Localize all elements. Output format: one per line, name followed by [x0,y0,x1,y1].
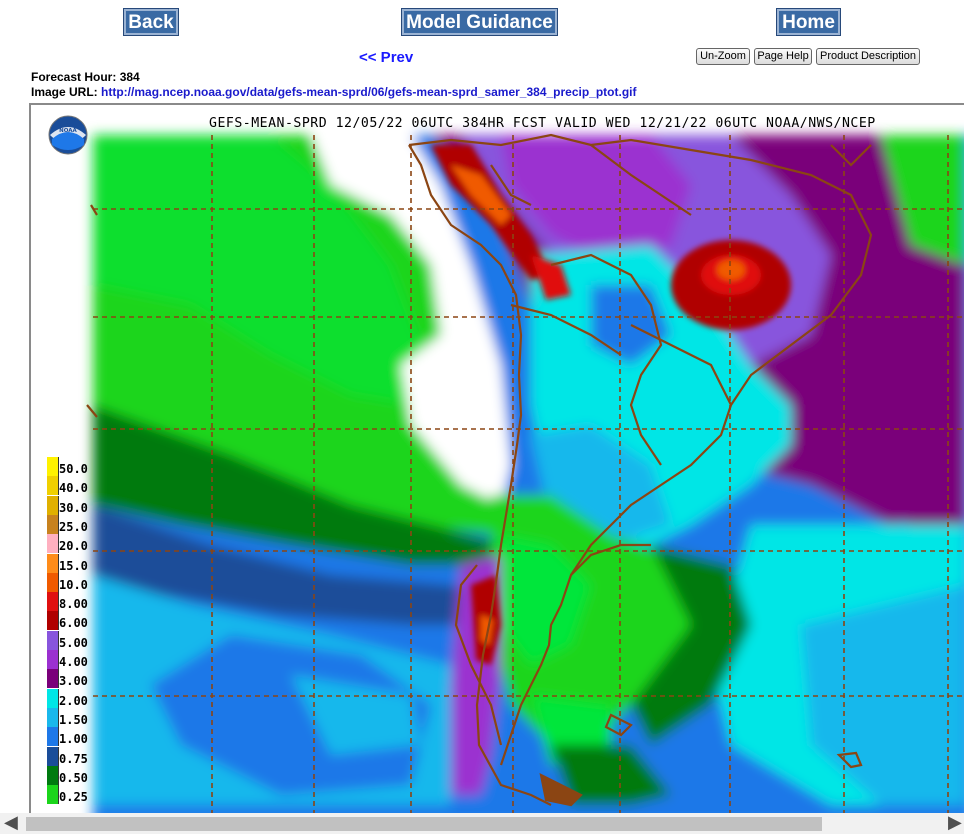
legend-label: 40.0 [59,481,88,496]
forecast-hour-label: Forecast Hour: [31,70,117,84]
precip-map-image: NOAA [31,105,964,813]
legend-swatch [47,514,59,534]
model-guidance-button[interactable]: Model Guidance [401,8,558,36]
legend-row: 25.0 [47,514,97,534]
prev-link[interactable]: << Prev [359,49,414,66]
legend-row: 2.00 [47,688,97,708]
legend-row: 0.25 [47,785,97,805]
legend-row: 10.0 [47,572,97,592]
unzoom-button[interactable]: Un-Zoom [696,48,750,65]
legend-label: 25.0 [59,519,88,534]
back-button[interactable]: Back [123,8,179,36]
noaa-logo: NOAA [48,115,88,155]
legend-row: 5.00 [47,630,97,650]
legend-row: 8.00 [47,592,97,612]
scroll-right-icon[interactable]: ▶ [948,812,962,833]
legend-swatch [47,707,59,727]
legend-swatch [47,785,59,805]
legend-row: 0.50 [47,765,97,785]
legend-swatch [47,534,59,554]
scrollbar-thumb[interactable] [26,817,822,831]
legend-swatch [47,765,59,785]
legend-row: 6.00 [47,611,97,631]
legend-swatch [47,495,59,515]
legend-row: 20.0 [47,534,97,554]
legend-label: 0.25 [59,790,88,805]
legend-label: 0.50 [59,770,88,785]
legend-label: 30.0 [59,500,88,515]
legend-swatch [47,746,59,766]
legend-label: 0.75 [59,751,88,766]
forecast-hour: Forecast Hour: 384 [31,70,140,84]
legend-swatch [47,669,59,689]
legend-swatch [47,476,59,496]
latlon-grid [93,135,964,813]
legend-swatch [47,650,59,669]
legend-row: 0.75 [47,746,97,766]
legend-label: 2.00 [59,693,88,708]
legend-label: 4.00 [59,655,88,669]
legend-label: 50.0 [59,462,88,476]
legend-swatch [47,630,59,650]
home-button[interactable]: Home [776,8,841,36]
legend-label: 1.00 [59,732,88,747]
legend-label: 20.0 [59,539,88,554]
forecast-map[interactable]: NOAA GEFS-MEAN-SPRD 12/05/22 06UTC 384HR… [29,103,964,813]
legend-label: 1.50 [59,712,88,727]
legend-swatch [47,727,59,747]
map-title: GEFS-MEAN-SPRD 12/05/22 06UTC 384HR FCST… [209,116,876,131]
scroll-left-icon[interactable]: ◀ [4,812,18,833]
legend-row: 1.50 [47,707,97,727]
horizontal-scrollbar[interactable]: ◀ ▶ [0,813,964,834]
legend-row: 1.00 [47,727,97,747]
image-url-link[interactable]: http://mag.ncep.noaa.gov/data/gefs-mean-… [101,85,637,99]
legend-row: 50.0 [47,457,97,476]
legend-swatch [47,572,59,592]
legend-label: 5.00 [59,635,88,650]
image-url-label: Image URL: [31,85,98,99]
page-help-button[interactable]: Page Help [754,48,812,65]
legend-row: 40.0 [47,476,97,496]
svg-text:NOAA: NOAA [59,128,77,134]
legend-label: 6.00 [59,616,88,631]
legend-row: 30.0 [47,495,97,515]
legend-label: 8.00 [59,597,88,612]
legend-swatch [47,688,59,708]
forecast-hour-value: 384 [119,70,140,84]
legend-row: 4.00 [47,650,97,669]
legend-label: 15.0 [59,558,88,573]
legend-swatch [47,457,59,476]
legend-swatch [47,611,59,631]
legend-row: 15.0 [47,553,97,573]
legend-swatch [47,592,59,612]
legend-label: 10.0 [59,577,88,592]
image-url: Image URL: http://mag.ncep.noaa.gov/data… [31,85,637,99]
legend-label: 3.00 [59,674,88,689]
legend-swatch [47,553,59,573]
coastlines [86,133,873,807]
product-description-button[interactable]: Product Description [816,48,920,65]
legend-row: 3.00 [47,669,97,689]
